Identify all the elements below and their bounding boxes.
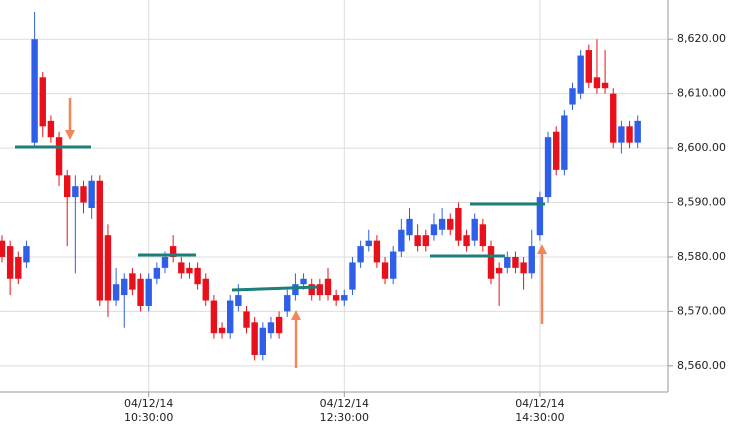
candle-body [341,295,348,301]
candle-body [357,246,364,263]
candle-body [88,180,95,208]
candle-body [365,240,372,247]
candle-body [121,278,128,296]
arrow-head [291,310,301,320]
candle-body [601,82,609,89]
candle-body [561,115,568,170]
candle-body [96,180,103,301]
candle-body [31,39,38,143]
candle-body [169,246,177,257]
candle-body [80,186,87,203]
candle-body [6,246,14,279]
candle-body [39,77,46,127]
arrow-head [537,244,547,254]
candle-body [284,295,291,312]
candle-body [398,229,405,252]
candle-body [479,224,487,247]
candle-body [202,278,209,301]
candle-body [381,262,389,279]
candle-body [55,137,63,176]
candle-body [145,278,152,306]
candle-body [349,262,356,290]
plot-area [0,0,668,392]
y-tick-label: 8,600.00 [677,141,726,154]
candle-body [577,55,584,94]
candle-body [235,295,242,306]
y-tick-label: 8,610.00 [677,87,726,100]
candle-body [618,126,625,143]
arrow-head [65,130,75,140]
candle-body [129,273,136,290]
candle-body [512,256,519,268]
candle-body [292,284,299,296]
candle-body [422,235,429,247]
candle-body [626,126,633,143]
y-tick-label: 8,620.00 [677,32,726,45]
candle-body [0,240,6,257]
x-tick-label: 04/12/14 10:30:00 [124,397,173,424]
level-line [231,285,319,292]
x-tick-label: 04/12/14 14:30:00 [515,397,564,424]
candle-body [430,224,438,236]
candle-body [471,218,478,241]
candle-body [585,50,592,83]
candle-body [504,256,511,268]
candle-body [251,322,258,355]
candle-body [316,284,324,296]
candle-body [194,267,201,285]
candle-body [15,256,22,279]
y-tick-label: 8,560.00 [677,359,726,372]
candle-body [267,322,275,334]
axes: 8,560.00 8,570.00 8,580.00 8,590.00 8,600.00… [124,32,726,424]
candle-body [569,88,576,105]
candle-body [227,300,234,334]
candle-body [64,175,71,198]
x-tick-label: 04/12/14 12:30:00 [320,397,369,424]
candle-body [528,246,535,274]
candle-body [104,235,112,301]
candle-body [455,207,462,241]
candle-body [414,235,421,247]
arrows [65,98,547,368]
candle-body [218,327,226,334]
candle-body [634,120,641,143]
candle-body [438,218,446,230]
candle-body [300,278,307,285]
candle-body [112,284,120,301]
candle-body [553,131,560,170]
candle-body [259,327,266,355]
candle-body [536,197,544,236]
candle-body [390,251,397,279]
candles [0,11,641,361]
candle-body [161,256,169,268]
candle-body [47,120,55,138]
candle-body [153,267,161,279]
candle-body [23,246,30,263]
candle-body [308,284,315,296]
candle-body [593,77,601,89]
candle-body [495,267,503,274]
candle-body [178,262,185,274]
candle-body [463,235,470,247]
candle-body [447,218,454,230]
candle-body [406,218,413,236]
candle-body [210,300,218,334]
candle-body [373,240,381,263]
annotations [15,145,545,292]
candle-body [487,246,495,279]
candle-body [544,137,552,198]
y-tick-label: 8,570.00 [677,304,726,317]
candle-body [186,267,193,274]
candle-body [324,278,332,296]
candle-body [243,311,250,328]
y-tick-label: 8,590.00 [677,196,726,209]
candle-body [275,316,283,334]
candle-body [137,278,144,306]
candle-body [610,93,617,143]
candle-body [332,295,340,301]
candle-body [72,186,79,198]
candle-body [520,262,527,274]
y-tick-label: 8,580.00 [677,250,726,263]
